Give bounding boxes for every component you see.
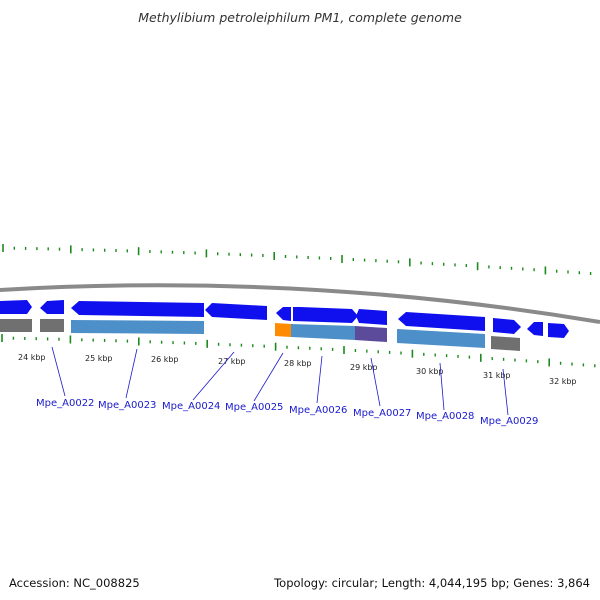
- gene-label[interactable]: Mpe_A0028: [416, 411, 474, 422]
- gene-arrow[interactable]: [356, 309, 387, 325]
- gene-track: [0, 300, 569, 338]
- kbp-label: 30 kbp: [416, 367, 444, 376]
- cds-block[interactable]: [0, 319, 32, 332]
- kbp-label: 28 kbp: [284, 359, 312, 368]
- upper-tick-row: [2, 244, 592, 275]
- cds-block[interactable]: [291, 324, 355, 340]
- gene-label[interactable]: Mpe_A0026: [289, 405, 347, 416]
- kbp-scale: 24 kbp 25 kbp 26 kbp 27 kbp 28 kbp 29 kb…: [18, 353, 577, 386]
- kbp-label: 26 kbp: [151, 355, 179, 364]
- gene-arrow[interactable]: [527, 322, 543, 336]
- gene-arrow[interactable]: [548, 323, 569, 338]
- genome-title: Methylibium petroleiphilum PM1, complete…: [138, 10, 462, 25]
- kbp-label: 29 kbp: [350, 363, 378, 372]
- gene-label[interactable]: Mpe_A0025: [225, 402, 283, 413]
- kbp-label: 31 kbp: [483, 371, 511, 380]
- gene-arrow[interactable]: [40, 300, 64, 314]
- cds-block[interactable]: [71, 320, 204, 334]
- callout-lines: [51, 346, 509, 416]
- gene-arrow[interactable]: [293, 307, 358, 323]
- kbp-label: 27 kbp: [218, 357, 246, 366]
- gene-arrow[interactable]: [493, 318, 521, 334]
- kbp-label: 24 kbp: [18, 353, 46, 362]
- gene-label[interactable]: Mpe_A0024: [162, 401, 220, 412]
- gene-arrow[interactable]: [398, 312, 485, 331]
- cds-block[interactable]: [355, 326, 387, 342]
- cds-track: [0, 319, 520, 351]
- gene-arrow[interactable]: [276, 307, 291, 321]
- gene-label[interactable]: Mpe_A0023: [98, 400, 156, 411]
- cds-block[interactable]: [40, 319, 64, 332]
- gene-arrow[interactable]: [71, 301, 204, 317]
- accession-text: Accession: NC_008825: [9, 576, 140, 590]
- kbp-label: 25 kbp: [85, 354, 113, 363]
- genome-backbone: [0, 283, 600, 324]
- gene-arrow[interactable]: [0, 300, 32, 314]
- genome-stats-text: Topology: circular; Length: 4,044,195 bp…: [274, 576, 590, 590]
- gene-label[interactable]: Mpe_A0027: [353, 408, 411, 419]
- kbp-label: 32 kbp: [549, 377, 577, 386]
- cds-block[interactable]: [397, 329, 485, 348]
- gene-arrow[interactable]: [205, 303, 267, 320]
- lower-tick-row: [1, 334, 596, 368]
- cds-block[interactable]: [491, 336, 520, 351]
- gene-label[interactable]: Mpe_A0022: [36, 398, 94, 409]
- cds-block[interactable]: [275, 323, 291, 337]
- gene-label[interactable]: Mpe_A0029: [480, 416, 538, 427]
- gene-labels: Mpe_A0022 Mpe_A0023 Mpe_A0024 Mpe_A0025 …: [36, 398, 538, 427]
